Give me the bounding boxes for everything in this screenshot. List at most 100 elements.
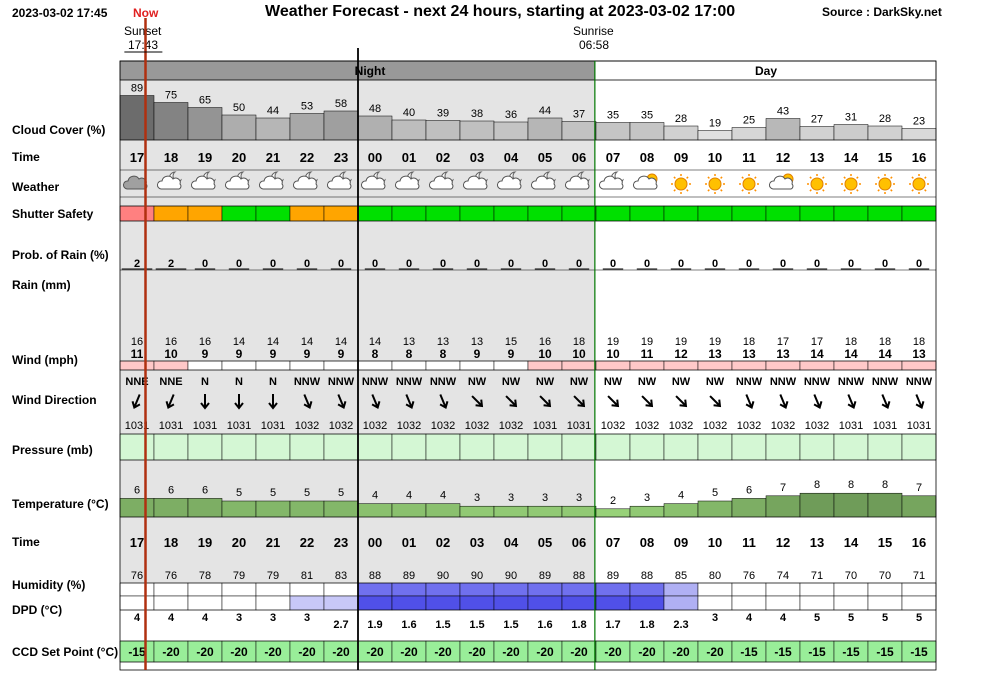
rain-probability-value: 2	[168, 258, 174, 270]
wind-arrow-icon	[539, 395, 552, 408]
pressure-value: 1031	[159, 420, 183, 432]
cloud-cover-value: 28	[675, 113, 687, 125]
pressure-cell	[731, 433, 767, 461]
wind-gust-value: 14	[335, 336, 347, 348]
pressure-cell	[629, 433, 665, 461]
partly-cloudy-night-icon	[225, 171, 251, 190]
wind-speed-value: 9	[338, 347, 345, 361]
wind-arrow-icon	[131, 394, 141, 409]
wind-speed-value: 10	[538, 347, 552, 361]
label-pressure: Pressure (mb)	[12, 443, 93, 457]
time-label: 17	[130, 150, 144, 165]
rain-probability-value: 2	[134, 258, 140, 270]
temperature-value: 6	[134, 484, 140, 496]
cloud-cover-value: 25	[743, 115, 755, 127]
label-cloud-cover: Cloud Cover (%)	[12, 123, 106, 137]
wind-speed-value: 14	[810, 347, 824, 361]
temperature-bar	[629, 505, 665, 518]
humidity-cell	[867, 595, 903, 611]
pressure-cell	[867, 433, 903, 461]
wind-direction-value: NW	[706, 376, 725, 388]
temperature-value: 8	[814, 479, 820, 491]
cloud-cover-value: 19	[709, 118, 721, 130]
wind-direction-value: NW	[604, 376, 623, 388]
humidity-value: 70	[845, 570, 857, 582]
humidity-value: 83	[335, 570, 347, 582]
cloud-cover-bar	[867, 125, 903, 141]
wind-gust-value: 18	[743, 336, 755, 348]
dpd-value: 4	[134, 612, 141, 624]
sun-icon	[705, 174, 725, 194]
wind-level-cell	[799, 360, 835, 371]
shutter-safety-cell	[221, 205, 257, 222]
time-label: 15	[878, 150, 892, 165]
humidity-cell	[459, 582, 495, 597]
pressure-cell	[595, 433, 631, 461]
humidity-value: 90	[437, 570, 449, 582]
humidity-cell	[527, 582, 563, 597]
humidity-value: 76	[165, 570, 177, 582]
ccd-set-point-value: -20	[536, 645, 554, 659]
time-label: 07	[606, 150, 620, 165]
wind-speed-value: 8	[440, 347, 447, 361]
label-ccd-set-point: CCD Set Point (°C)	[12, 645, 119, 659]
time-label: 23	[334, 150, 348, 165]
wind-direction-value: N	[201, 376, 209, 388]
page-title: Weather Forecast - next 24 hours, starti…	[265, 3, 736, 20]
wind-level-cell	[459, 360, 495, 371]
temperature-value: 5	[304, 487, 310, 499]
dpd-value: 2.3	[673, 619, 688, 631]
partly-cloudy-night-icon	[157, 171, 183, 190]
pressure-value: 1032	[601, 420, 625, 432]
rain-probability-value: 0	[406, 258, 412, 270]
pressure-value: 1032	[499, 420, 523, 432]
rain-probability-value: 0	[848, 258, 854, 270]
ccd-set-point-value: -20	[298, 645, 316, 659]
cloud-cover-value: 39	[437, 108, 449, 120]
humidity-cell	[799, 595, 835, 611]
wind-speed-value: 9	[474, 347, 481, 361]
wind-level-cell	[595, 360, 631, 371]
humidity-cell	[391, 582, 427, 597]
humidity-cell	[629, 582, 665, 597]
humidity-value: 89	[607, 570, 619, 582]
label-shutter-safety: Shutter Safety	[12, 207, 94, 221]
temperature-value: 3	[576, 492, 582, 504]
sun-icon	[841, 174, 861, 194]
wind-level-cell	[731, 360, 767, 371]
time-label: 12	[776, 150, 790, 165]
wind-direction-value: N	[235, 376, 243, 388]
ccd-set-point-value: -20	[468, 645, 486, 659]
now-label: Now	[133, 6, 159, 20]
dpd-value: 2.7	[333, 619, 348, 631]
temperature-value: 2	[610, 495, 616, 507]
cloud-cover-value: 48	[369, 103, 381, 115]
wind-arrow-icon	[915, 394, 925, 409]
temperature-bar	[561, 505, 597, 518]
cloud-cover-bar	[799, 126, 835, 141]
shutter-safety-cell	[323, 205, 359, 222]
humidity-cell	[663, 582, 699, 597]
pressure-value: 1031	[907, 420, 931, 432]
shutter-safety-cell	[629, 205, 665, 222]
shutter-safety-cell	[391, 205, 427, 222]
time-label: 06	[572, 535, 586, 550]
humidity-value: 90	[505, 570, 517, 582]
temperature-value: 7	[916, 482, 922, 494]
wind-level-cell	[697, 360, 733, 371]
wind-arrow-icon	[779, 394, 789, 409]
ccd-set-point-value: -15	[128, 645, 146, 659]
temperature-value: 4	[678, 490, 684, 502]
time-label: 03	[470, 535, 484, 550]
wind-gust-value: 14	[301, 336, 313, 348]
cloud-cover-bar	[765, 118, 801, 141]
rain-probability-value: 0	[780, 258, 786, 270]
rain-probability-value: 0	[474, 258, 480, 270]
humidity-cell	[357, 582, 393, 597]
humidity-value: 88	[641, 570, 653, 582]
dpd-value: 1.5	[503, 619, 518, 631]
humidity-value: 74	[777, 570, 789, 582]
day-header-label: Day	[755, 64, 777, 78]
wind-speed-value: 14	[844, 347, 858, 361]
time-label: 19	[198, 535, 212, 550]
